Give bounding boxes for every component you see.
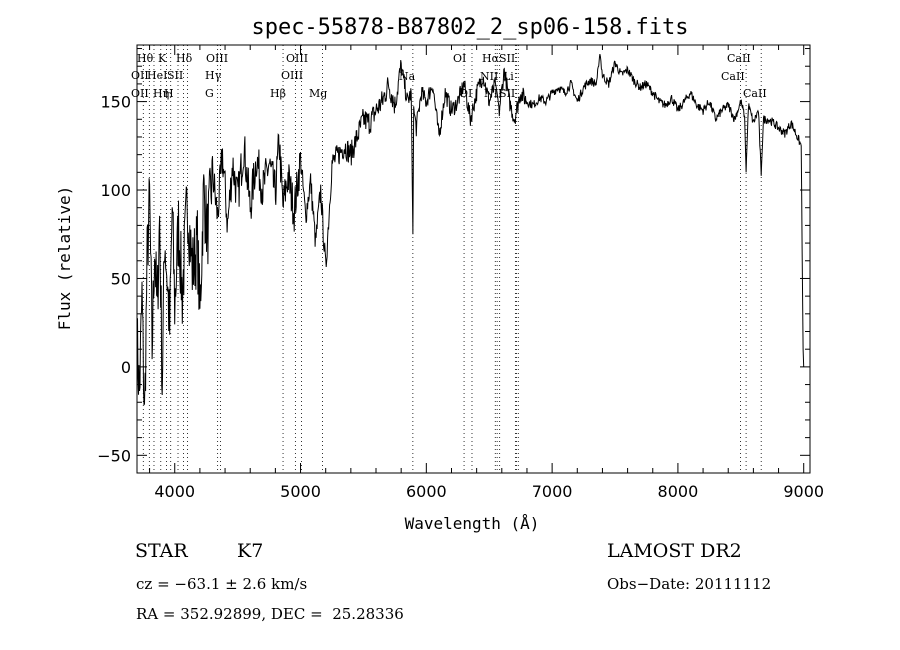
x-tick-label: 7000 xyxy=(532,482,573,501)
y-tick-label: 150 xyxy=(100,93,131,112)
x-tick-label: 9000 xyxy=(783,482,824,501)
subclass: K7 xyxy=(237,540,264,562)
redshift-velocity: cz = −63.1 ± 2.6 km/s xyxy=(136,575,308,593)
y-tick-label: 50 xyxy=(111,269,131,288)
x-tick-label: 8000 xyxy=(658,482,699,501)
annotation-label: OIII xyxy=(286,52,308,65)
annotation-label: HeI xyxy=(147,69,167,82)
annotation-label: OI xyxy=(459,87,472,100)
observation-date: Obs−Date: 20111112 xyxy=(607,575,772,593)
annotation-label: Hγ xyxy=(205,69,222,82)
annotation-label: Hβ xyxy=(270,87,286,100)
x-axis: 4000 5000 6000 7000 8000 9000 xyxy=(149,45,824,501)
annotation-label: OII xyxy=(131,69,149,82)
annotation-label: K xyxy=(158,52,167,65)
annotation-label: CaII xyxy=(721,70,745,83)
annotation-label: Hδ xyxy=(176,52,193,65)
x-tick-label: 4000 xyxy=(154,482,195,501)
spectrum-line xyxy=(136,54,805,406)
x-tick-label: 5000 xyxy=(280,482,321,501)
y-axis: −50 0 50 100 150 xyxy=(97,48,810,465)
annotation-label: OIII xyxy=(281,69,303,82)
annotation-label: Li xyxy=(503,70,514,83)
annotation-label: Mg xyxy=(309,87,327,100)
annotation-label: OI xyxy=(453,52,466,65)
annotation-label: OII xyxy=(131,87,149,100)
line-markers xyxy=(142,45,762,473)
plot-frame xyxy=(136,44,811,474)
y-axis-label: Flux (relative) xyxy=(55,186,74,331)
annotation-label: G xyxy=(205,87,214,100)
annotation-label: SII xyxy=(167,69,183,82)
x-axis-label: Wavelength (Å) xyxy=(405,514,540,533)
y-tick-label: −50 xyxy=(97,446,131,465)
annotation-label: CaII xyxy=(743,87,767,100)
annotation-label: Hη xyxy=(153,87,169,100)
y-tick-label: 0 xyxy=(121,358,131,377)
annotation-label: SII xyxy=(499,87,515,100)
annotation-label: NII xyxy=(480,70,498,83)
annotation-label: Na xyxy=(399,70,416,83)
coordinates: RA = 352.92899, DEC = 25.28336 xyxy=(136,605,404,623)
annotation-label: OIII xyxy=(206,52,228,65)
annotation-label: H xyxy=(164,87,174,100)
annotation-label: Hθ xyxy=(137,52,154,65)
survey-name: LAMOST DR2 xyxy=(607,540,742,562)
annotation-label: CaII xyxy=(727,52,751,65)
annotation-label: SII xyxy=(499,52,515,65)
chart-title: spec-55878-B87802_2_sp06-158.fits xyxy=(251,15,688,40)
annotation-label: NII xyxy=(484,87,502,100)
annotation-label: Hα xyxy=(482,52,500,65)
object-type: STAR xyxy=(135,540,188,562)
y-tick-label: 100 xyxy=(100,181,131,200)
x-tick-label: 6000 xyxy=(406,482,447,501)
